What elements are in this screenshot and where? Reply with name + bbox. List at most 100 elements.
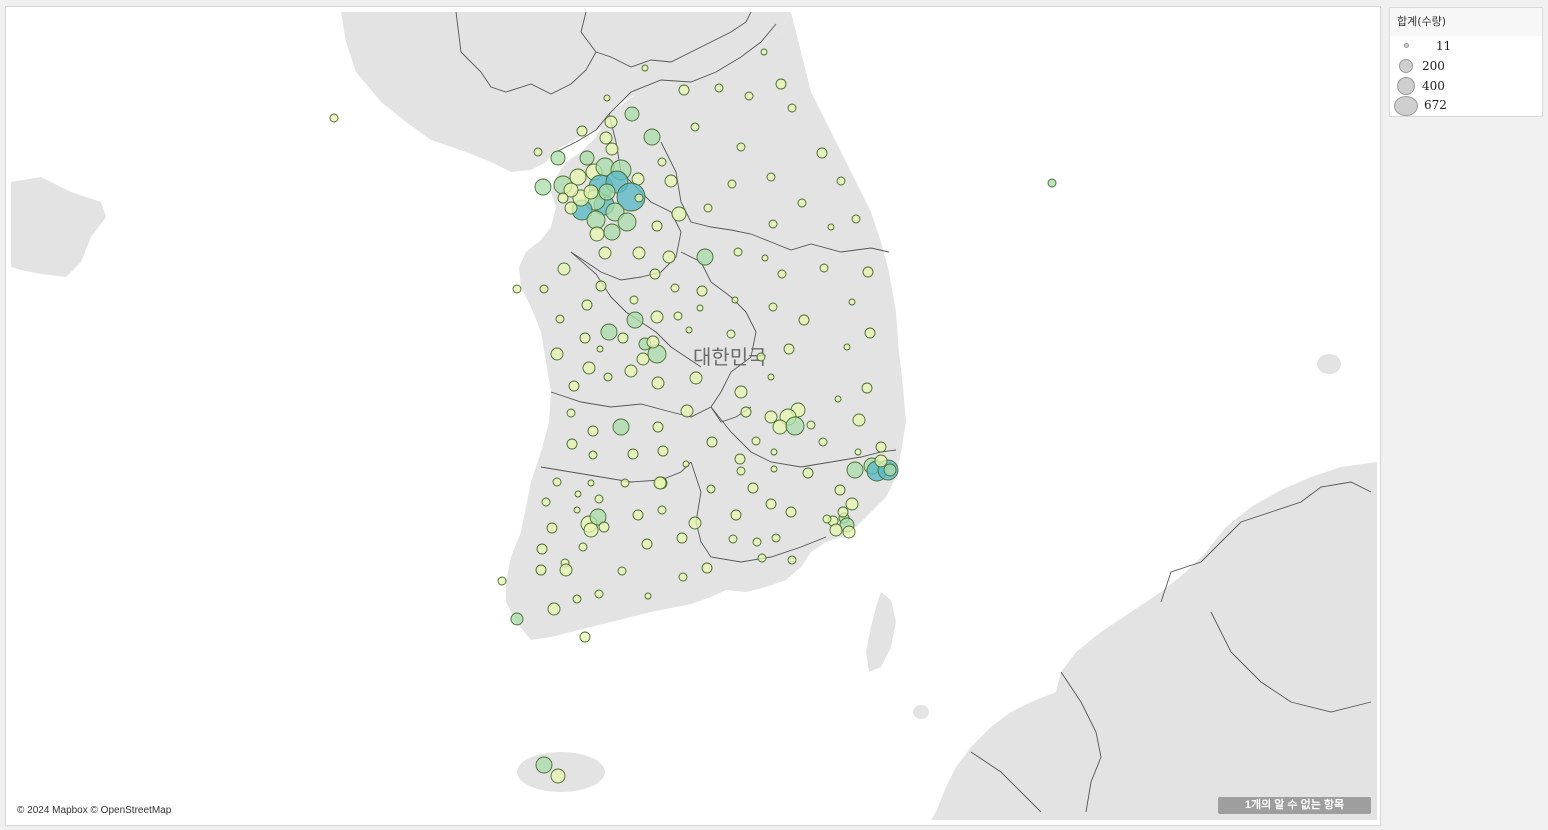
location-marker[interactable] — [673, 311, 683, 321]
location-marker[interactable] — [736, 466, 746, 476]
location-marker[interactable] — [582, 361, 596, 375]
location-marker[interactable] — [770, 465, 778, 473]
location-marker[interactable] — [787, 555, 797, 565]
legend-item[interactable]: 672 — [1390, 96, 1540, 116]
location-marker[interactable] — [664, 174, 678, 188]
location-marker[interactable] — [579, 150, 595, 166]
location-marker[interactable] — [874, 454, 888, 468]
location-marker[interactable] — [598, 521, 610, 533]
location-marker[interactable] — [726, 329, 736, 339]
location-marker[interactable] — [768, 302, 778, 312]
location-marker[interactable] — [842, 525, 856, 539]
location-marker[interactable] — [764, 410, 778, 424]
location-marker[interactable] — [552, 477, 562, 487]
legend-item[interactable]: 200 — [1390, 57, 1540, 77]
location-marker[interactable] — [770, 448, 778, 456]
location-marker[interactable] — [649, 268, 661, 280]
location-marker[interactable] — [696, 304, 704, 312]
location-marker[interactable] — [583, 522, 599, 538]
location-marker[interactable] — [802, 467, 814, 479]
location-marker[interactable] — [875, 441, 887, 453]
location-marker[interactable] — [536, 543, 548, 555]
location-marker[interactable] — [727, 179, 737, 189]
location-marker[interactable] — [772, 419, 788, 435]
location-marker[interactable] — [733, 247, 743, 257]
location-marker[interactable] — [652, 421, 664, 433]
location-marker[interactable] — [854, 448, 862, 456]
legend-item[interactable]: 11 — [1390, 37, 1540, 57]
location-marker[interactable] — [744, 91, 754, 101]
location-marker[interactable] — [670, 283, 680, 293]
location-marker[interactable] — [685, 326, 693, 334]
location-marker[interactable] — [534, 178, 552, 196]
location-marker[interactable] — [566, 408, 576, 418]
location-marker[interactable] — [806, 420, 816, 430]
location-marker[interactable] — [836, 176, 846, 186]
location-marker[interactable] — [579, 332, 591, 344]
location-marker[interactable] — [598, 183, 616, 201]
location-marker[interactable] — [617, 212, 637, 232]
location-marker[interactable] — [822, 514, 832, 524]
location-marker[interactable] — [641, 538, 653, 550]
legend-item[interactable]: 400 — [1390, 77, 1540, 97]
location-marker[interactable] — [557, 192, 569, 204]
location-marker[interactable] — [599, 131, 613, 145]
location-marker[interactable] — [676, 532, 688, 544]
location-marker[interactable] — [533, 147, 543, 157]
location-marker[interactable] — [696, 248, 714, 266]
location-marker[interactable] — [587, 479, 595, 487]
unknown-items-badge[interactable]: 1개의 알 수 없는 항목 — [1218, 797, 1371, 814]
location-marker[interactable] — [818, 437, 828, 447]
location-marker[interactable] — [510, 612, 524, 626]
marker-layer[interactable] — [329, 48, 1057, 784]
location-marker[interactable] — [706, 484, 716, 494]
location-marker[interactable] — [864, 327, 876, 339]
location-marker[interactable] — [605, 142, 619, 156]
location-marker[interactable] — [829, 523, 843, 537]
map-view[interactable]: 대한민국 — [11, 12, 1377, 820]
location-marker[interactable] — [703, 203, 713, 213]
location-marker[interactable] — [751, 436, 761, 446]
location-marker[interactable] — [603, 372, 613, 382]
location-marker[interactable] — [617, 332, 629, 344]
location-marker[interactable] — [616, 182, 646, 212]
location-marker[interactable] — [797, 198, 807, 208]
location-marker[interactable] — [624, 364, 638, 378]
location-marker[interactable] — [612, 418, 630, 436]
location-marker[interactable] — [783, 343, 795, 355]
map-canvas[interactable]: 대한민국 — [11, 12, 1377, 820]
location-marker[interactable] — [657, 445, 669, 457]
location-marker[interactable] — [734, 385, 748, 399]
location-marker[interactable] — [644, 592, 652, 600]
location-marker[interactable] — [690, 122, 700, 132]
location-marker[interactable] — [861, 382, 873, 394]
location-marker[interactable] — [329, 113, 339, 123]
location-marker[interactable] — [546, 522, 558, 534]
location-marker[interactable] — [736, 142, 746, 152]
location-marker[interactable] — [730, 509, 742, 521]
location-marker[interactable] — [646, 335, 660, 349]
location-marker[interactable] — [771, 533, 781, 543]
location-marker[interactable] — [706, 436, 718, 448]
location-marker[interactable] — [682, 460, 690, 468]
location-marker[interactable] — [688, 516, 702, 530]
location-marker[interactable] — [678, 572, 688, 582]
location-marker[interactable] — [728, 534, 738, 544]
location-marker[interactable] — [627, 448, 639, 460]
location-marker[interactable] — [620, 478, 630, 488]
location-marker[interactable] — [634, 193, 644, 203]
location-marker[interactable] — [651, 376, 665, 390]
location-marker[interactable] — [731, 296, 739, 304]
location-marker[interactable] — [643, 128, 661, 146]
location-marker[interactable] — [768, 219, 778, 229]
location-marker[interactable] — [636, 352, 650, 366]
location-marker[interactable] — [555, 314, 565, 324]
location-marker[interactable] — [765, 498, 777, 510]
location-marker[interactable] — [760, 48, 768, 56]
location-marker[interactable] — [883, 463, 897, 477]
location-marker[interactable] — [848, 298, 856, 306]
location-marker[interactable] — [574, 490, 582, 498]
location-marker[interactable] — [653, 476, 667, 490]
location-marker[interactable] — [626, 311, 644, 329]
location-marker[interactable] — [576, 125, 588, 137]
